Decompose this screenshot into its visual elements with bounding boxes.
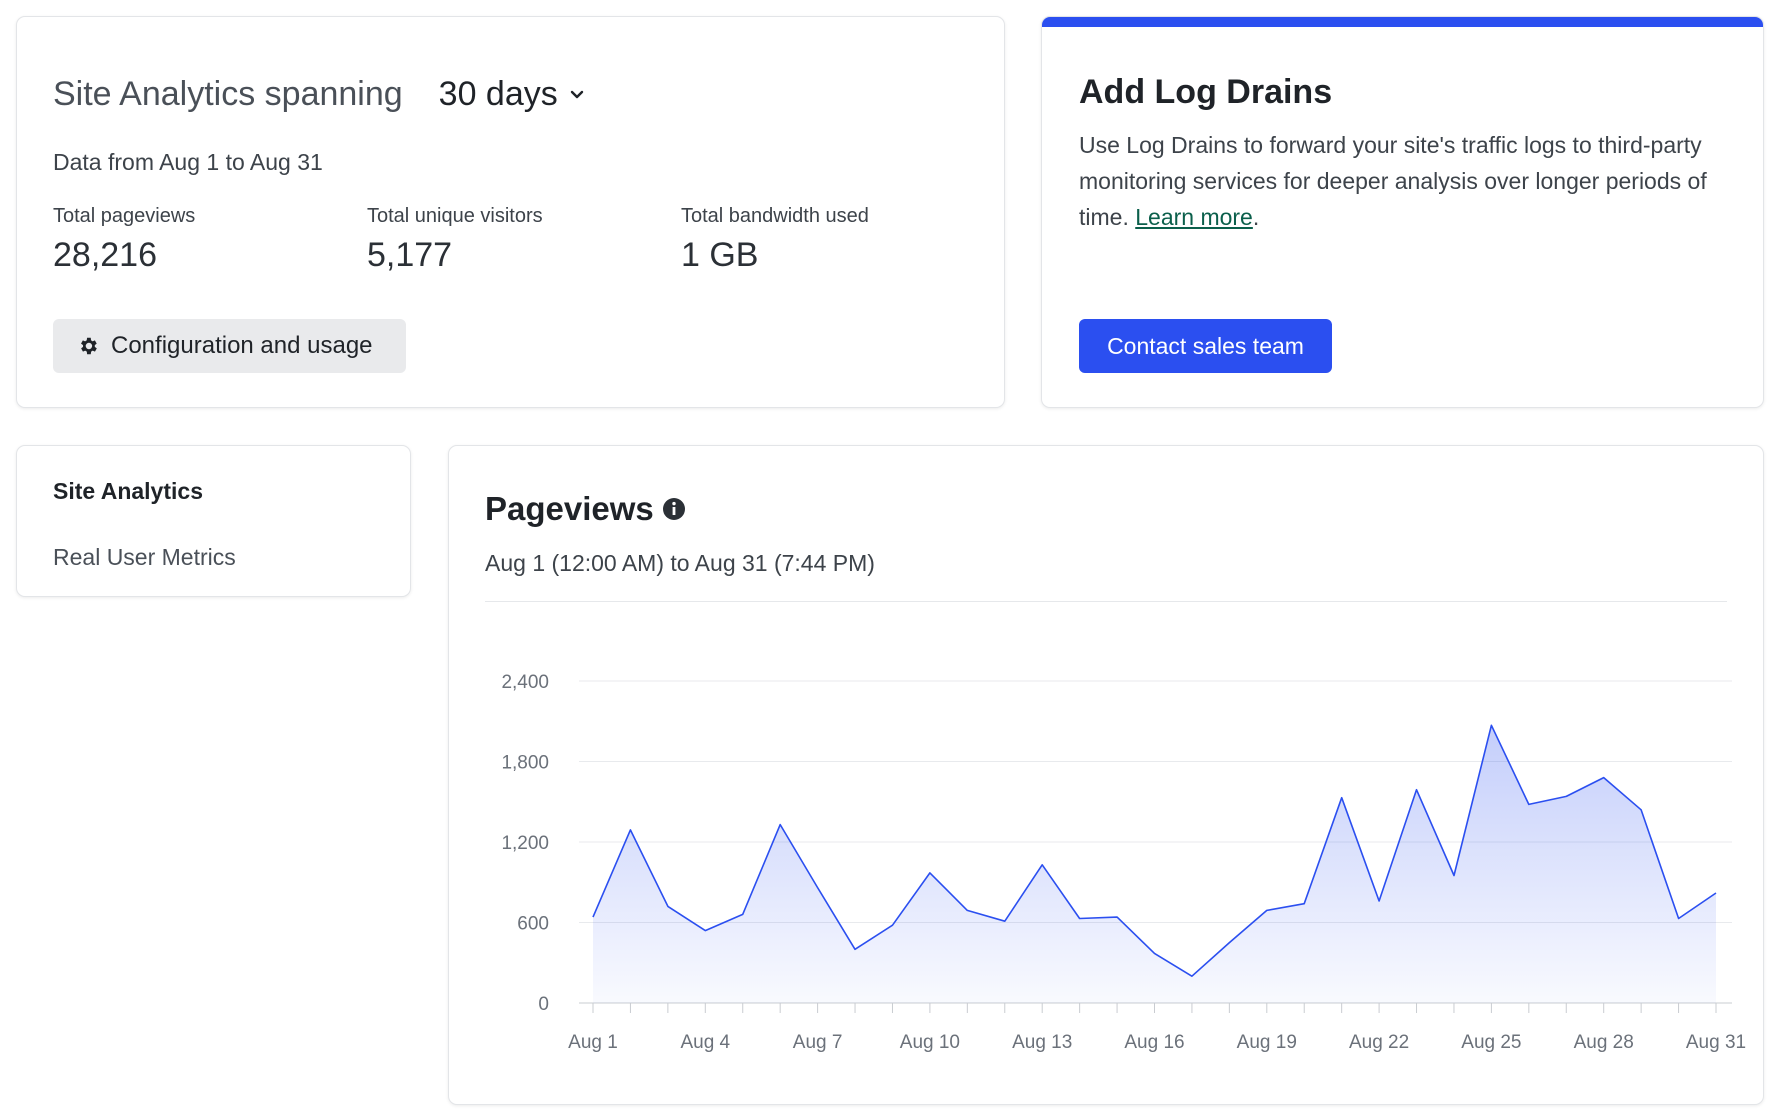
side-nav: Site Analytics Real User Metrics — [16, 445, 411, 597]
summary-title: Site Analytics spanning — [53, 75, 403, 113]
analytics-summary-card: Site Analytics spanning 30 days Data fro… — [16, 16, 1005, 408]
x-tick-label: Aug 7 — [793, 1032, 843, 1053]
stat-value: 28,216 — [53, 236, 157, 274]
stat-value: 1 GB — [681, 236, 759, 274]
configuration-button-label: Configuration and usage — [111, 332, 373, 359]
chart-title: Pageviews — [485, 490, 686, 528]
divider — [485, 601, 1727, 602]
series-line — [592, 724, 1717, 977]
y-tick-label: 2,400 — [501, 672, 549, 693]
chart-title-text: Pageviews — [485, 490, 654, 527]
data-range-text: Data from Aug 1 to Aug 31 — [53, 149, 323, 175]
stat-value: 5,177 — [367, 236, 453, 274]
stats-row: Total pageviews 28,216 Total unique visi… — [53, 205, 995, 275]
area-fill — [593, 725, 1716, 1003]
range-value: 30 days — [438, 75, 558, 113]
x-tick-label: Aug 19 — [1237, 1032, 1297, 1053]
gear-icon — [81, 337, 97, 355]
x-tick-label: Aug 16 — [1124, 1032, 1184, 1053]
log-drains-description: Use Log Drains to forward your site's tr… — [1079, 127, 1719, 235]
x-tick-label: Aug 1 — [568, 1032, 618, 1053]
nav-item-site-analytics[interactable]: Site Analytics — [53, 478, 203, 504]
configuration-button[interactable]: Configuration and usage — [53, 319, 406, 373]
chart-subtitle: Aug 1 (12:00 AM) to Aug 31 (7:44 PM) — [485, 550, 875, 576]
y-tick-label: 600 — [517, 914, 549, 935]
stat-bandwidth: Total bandwidth used 1 GB — [681, 205, 995, 275]
x-tick-label: Aug 4 — [680, 1032, 730, 1053]
pageviews-chart: 0 600 1,200 1,800 2,400 Aug 1 Aug 4 Aug 7 Aug 10… — [501, 672, 1746, 1053]
summary-heading: Site Analytics spanning 30 days — [53, 75, 584, 114]
log-drains-card: Add Log Drains Use Log Drains to forward… — [1041, 16, 1764, 408]
stat-label: Total unique visitors — [367, 205, 543, 227]
contact-sales-button[interactable]: Contact sales team — [1079, 319, 1332, 373]
period: . — [1252, 204, 1260, 230]
x-tick-label: Aug 25 — [1461, 1032, 1521, 1053]
stat-label: Total pageviews — [53, 205, 196, 227]
x-tick-label: Aug 28 — [1574, 1032, 1634, 1053]
x-tick-label: Aug 13 — [1012, 1032, 1072, 1053]
y-tick-label: 1,200 — [501, 833, 549, 854]
info-icon[interactable] — [662, 497, 686, 521]
stat-label: Total bandwidth used — [681, 205, 869, 227]
x-tick-label: Aug 22 — [1349, 1032, 1409, 1053]
y-tick-label: 0 — [538, 994, 549, 1015]
pageviews-chart-card: Pageviews Aug 1 (12:00 AM) to Aug 31 (7:… — [448, 445, 1764, 1105]
log-drains-title: Add Log Drains — [1079, 73, 1333, 111]
accent-bar — [1042, 17, 1763, 27]
learn-more-link[interactable]: Learn more — [1135, 204, 1253, 230]
chevron-down-icon — [570, 90, 583, 98]
range-dropdown[interactable]: 30 days — [439, 75, 584, 114]
stat-unique-visitors: Total unique visitors 5,177 — [367, 205, 681, 275]
log-drains-text: Use Log Drains to forward your site's tr… — [1079, 132, 1707, 230]
y-tick-label: 1,800 — [501, 753, 549, 774]
stat-pageviews: Total pageviews 28,216 — [53, 205, 367, 275]
nav-item-real-user-metrics[interactable]: Real User Metrics — [53, 544, 236, 570]
x-tick-label: Aug 10 — [900, 1032, 960, 1053]
x-tick-label: Aug 31 — [1686, 1032, 1746, 1053]
